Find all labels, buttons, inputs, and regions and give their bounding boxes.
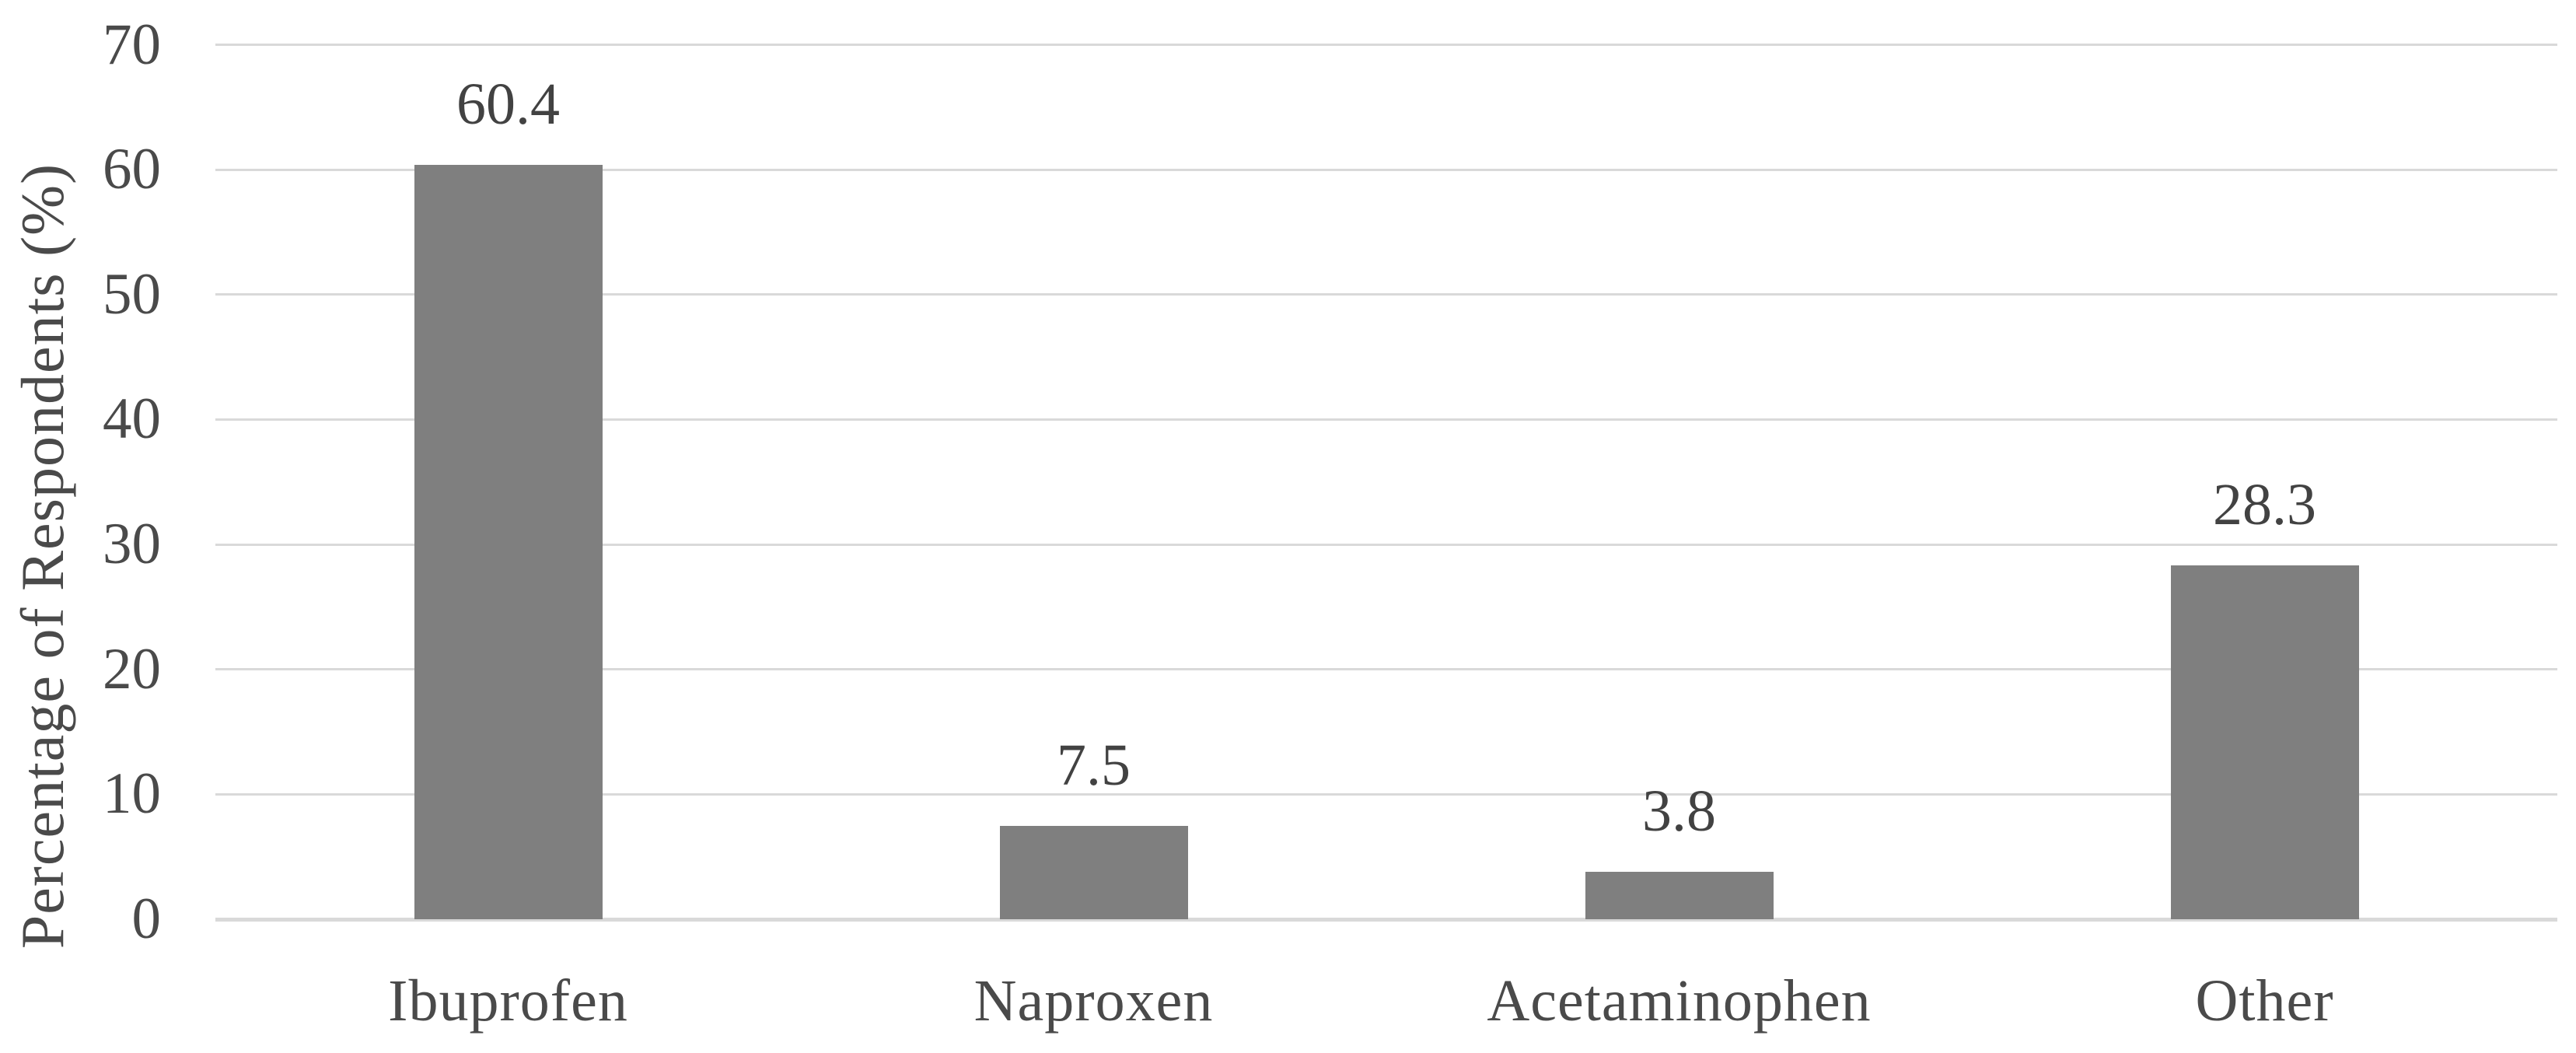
y-tick-label-70: 70 — [103, 12, 161, 77]
bar-ibuprofen — [414, 164, 603, 919]
y-tick-label-10: 10 — [103, 761, 161, 827]
bar-value-label-naproxen: 7.5 — [1057, 732, 1131, 798]
y-tick-label-30: 30 — [103, 512, 161, 577]
bar-acetaminophen — [1585, 871, 1774, 919]
x-axis-line — [215, 918, 2557, 922]
bar-value-label-other: 28.3 — [2213, 472, 2316, 538]
category-label-ibuprofen: Ibuprofen — [388, 968, 628, 1034]
gridline-40 — [215, 418, 2557, 421]
y-tick-label-50: 50 — [103, 261, 161, 327]
y-tick-label-40: 40 — [103, 387, 161, 452]
bar-other — [2170, 565, 2359, 919]
y-tick-label-60: 60 — [103, 137, 161, 202]
category-label-naproxen: Naproxen — [973, 968, 1214, 1034]
category-label-acetaminophen: Acetaminophen — [1487, 968, 1872, 1034]
y-tick-label-0: 0 — [131, 887, 162, 951]
bar-naproxen — [999, 825, 1188, 919]
y-tick-label-20: 20 — [103, 636, 161, 701]
gridline-70 — [215, 44, 2557, 47]
gridline-50 — [215, 293, 2557, 296]
gridline-20 — [215, 668, 2557, 671]
bar-value-label-ibuprofen: 60.4 — [456, 71, 560, 137]
gridline-60 — [215, 168, 2557, 171]
gridline-10 — [215, 792, 2557, 796]
category-label-other: Other — [2195, 968, 2334, 1034]
bar-value-label-acetaminophen: 3.8 — [1642, 778, 1716, 844]
gridline-30 — [215, 543, 2557, 546]
